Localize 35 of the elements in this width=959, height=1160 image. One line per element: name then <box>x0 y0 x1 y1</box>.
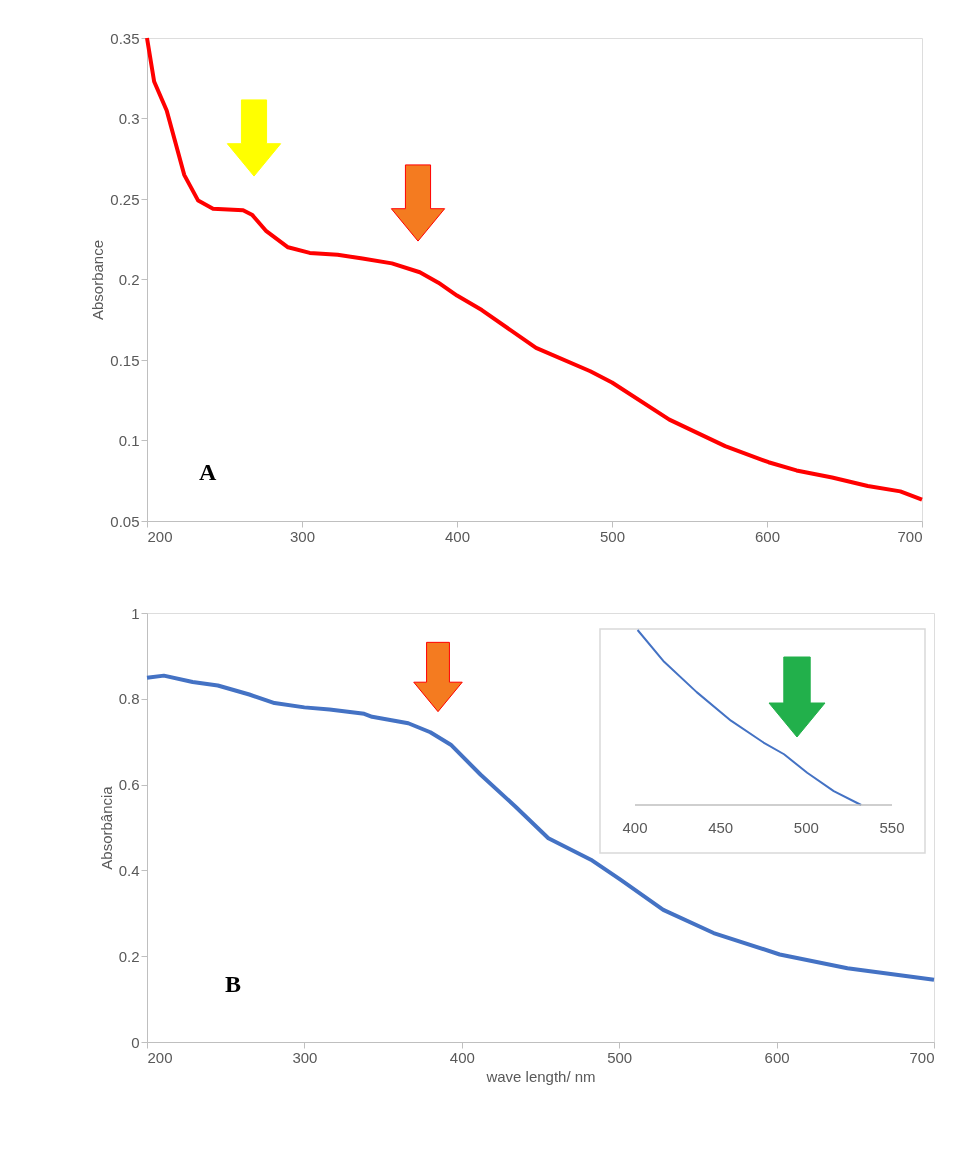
text: A <box>199 459 217 485</box>
text: B <box>225 971 242 997</box>
x-tick-label: 200 <box>147 527 173 545</box>
y-tick-label: 0.2 <box>118 271 140 288</box>
y-tick-label: 0.2 <box>118 947 140 965</box>
y-tick-label: 0.15 <box>110 351 140 369</box>
y-tick-label: 0.05 <box>110 512 140 530</box>
x-tick-label: 500 <box>607 1048 633 1066</box>
x-tick-label: 400 <box>622 819 648 836</box>
x-tick-label: 450 <box>708 819 734 836</box>
y-tick-label: 0.25 <box>110 190 140 208</box>
x-tick-label: 500 <box>793 819 819 836</box>
y-tick-label: 0.4 <box>118 861 140 879</box>
x-tick-label: 550 <box>879 819 905 836</box>
y-tick-label: 1 <box>131 604 140 622</box>
x-tick-label: 300 <box>289 527 316 545</box>
y-tick-label: 0.1 <box>118 432 140 449</box>
x-tick-label: 600 <box>754 527 781 545</box>
y-tick-label: 0.6 <box>118 776 140 794</box>
line-series <box>145 36 924 502</box>
y-tick-label: 0.35 <box>110 29 140 47</box>
x-tick-label: 300 <box>292 1048 318 1066</box>
x-tick-label: 200 <box>147 1048 173 1066</box>
y-tick-label: 0 <box>131 1033 140 1051</box>
y-axis-title: Absorbância <box>97 785 115 870</box>
x-tick-label: 600 <box>764 1048 790 1066</box>
x-tick-label: 700 <box>909 1048 935 1066</box>
x-axis-title: wave length/ nm <box>485 1067 596 1085</box>
y-axis-title: Absorbance <box>89 239 107 321</box>
x-tick-label: 400 <box>444 527 471 545</box>
x-tick-label: 400 <box>449 1048 475 1066</box>
y-tick-label: 0.8 <box>118 690 140 708</box>
x-tick-label: 500 <box>599 527 626 545</box>
x-tick-label: 700 <box>897 527 923 545</box>
y-tick-label: 0.3 <box>118 110 140 127</box>
